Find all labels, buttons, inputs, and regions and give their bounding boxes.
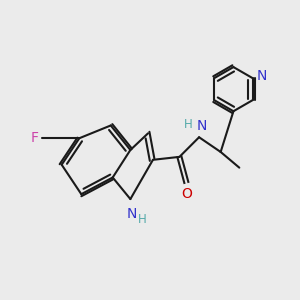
Text: N: N — [196, 119, 206, 133]
Text: H: H — [138, 213, 146, 226]
Text: N: N — [127, 207, 137, 221]
Text: N: N — [257, 69, 267, 83]
Text: F: F — [31, 131, 38, 145]
Text: O: O — [181, 188, 192, 201]
Text: H: H — [184, 118, 193, 131]
